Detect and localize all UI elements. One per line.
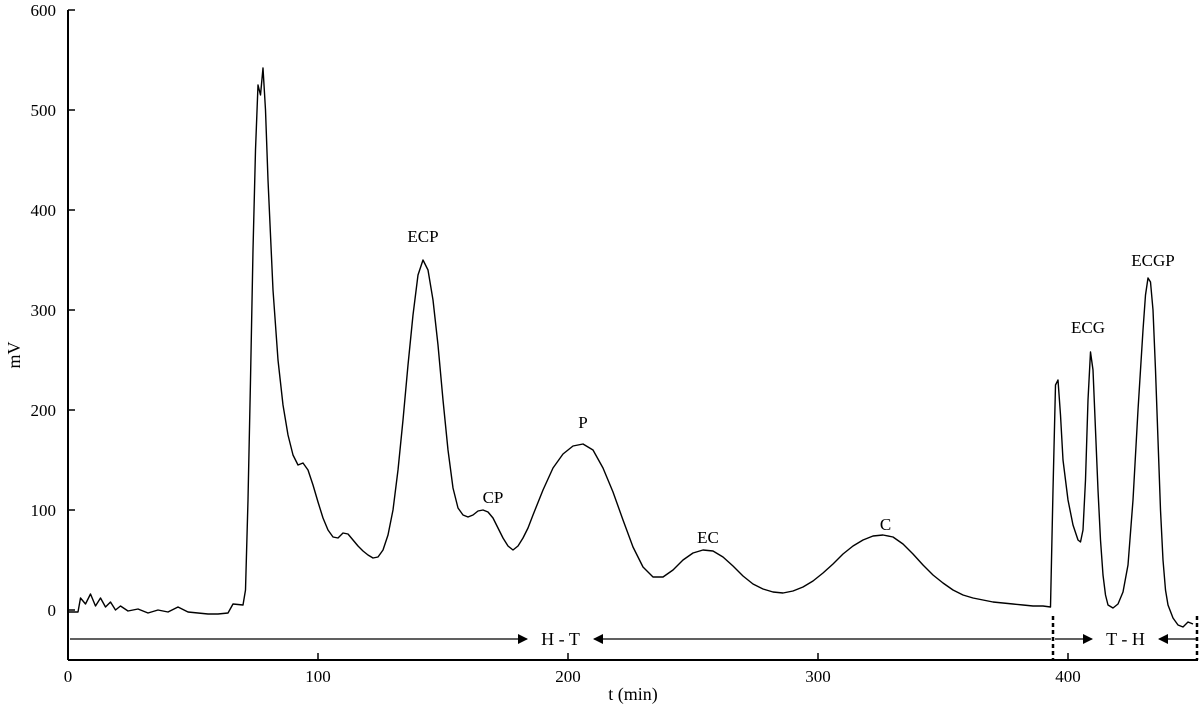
y-tick-label: 600 bbox=[31, 1, 57, 20]
x-axis-label: t (min) bbox=[608, 684, 658, 705]
peak-label: P bbox=[578, 413, 587, 432]
region-label: T - H bbox=[1106, 629, 1145, 649]
y-tick-label: 200 bbox=[31, 401, 57, 420]
x-tick-label: 100 bbox=[305, 667, 331, 686]
y-axis-label: mV bbox=[4, 341, 24, 368]
x-tick-label: 0 bbox=[64, 667, 73, 686]
peak-label: C bbox=[880, 515, 891, 534]
x-tick-label: 300 bbox=[805, 667, 831, 686]
peak-label: ECG bbox=[1071, 318, 1105, 337]
y-tick-label: 300 bbox=[31, 301, 57, 320]
x-tick-label: 200 bbox=[555, 667, 581, 686]
y-tick-label: 400 bbox=[31, 201, 57, 220]
y-tick-label: 100 bbox=[31, 501, 57, 520]
y-tick-label: 500 bbox=[31, 101, 57, 120]
series-line bbox=[68, 67, 1194, 628]
peak-label: ECP bbox=[407, 227, 438, 246]
peak-label: EC bbox=[697, 528, 719, 547]
y-tick-label: 0 bbox=[48, 601, 57, 620]
peak-label: ECGP bbox=[1131, 251, 1174, 270]
peak-label: CP bbox=[483, 488, 504, 507]
region-label: H - T bbox=[541, 629, 580, 649]
x-tick-label: 400 bbox=[1055, 667, 1081, 686]
